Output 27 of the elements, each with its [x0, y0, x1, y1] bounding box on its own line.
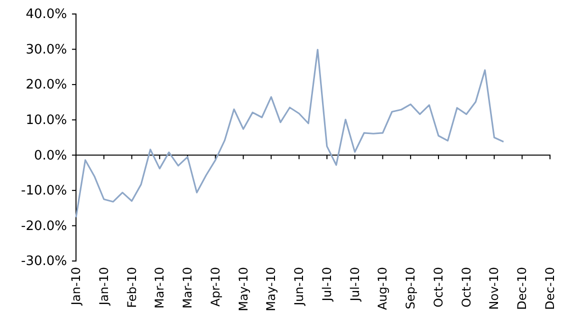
- x-tick-label: Jun-10: [292, 267, 306, 306]
- y-tick-label: -30.0%: [21, 254, 67, 270]
- x-tick-label: Jul-10: [348, 267, 362, 302]
- x-tick-label: Aug-10: [376, 267, 390, 310]
- x-tick-label: Oct-10: [459, 267, 474, 308]
- x-tick-label: May-10: [264, 267, 278, 312]
- x-tick-label: Jan-10: [96, 267, 111, 306]
- x-tick-label: Mar-10: [180, 267, 195, 308]
- x-tick-label: Nov-10: [487, 267, 502, 310]
- x-tick-label: Jan-10: [69, 267, 83, 306]
- x-tick-label: Dec-10: [543, 267, 557, 310]
- x-tick-label: Sep-10: [404, 267, 418, 310]
- x-tick-label: Jul-10: [320, 267, 334, 302]
- y-tick-label: 30.0%: [26, 42, 67, 58]
- x-tick-label: Mar-10: [152, 267, 167, 308]
- x-tick-label: Apr-10: [208, 267, 222, 307]
- y-tick-label: 40.0%: [26, 7, 67, 22]
- x-tick-label: Dec-10: [515, 267, 530, 310]
- x-tick-label: Oct-10: [431, 267, 446, 308]
- y-tick-label: 10.0%: [26, 113, 67, 128]
- y-tick-label: 0.0%: [34, 148, 67, 164]
- x-tick-label: Feb-10: [124, 267, 139, 308]
- y-tick-label: -10.0%: [21, 184, 67, 199]
- x-tick-label: May-10: [236, 267, 250, 312]
- y-tick-label: -20.0%: [21, 218, 67, 234]
- y-tick-label: 20.0%: [26, 78, 67, 93]
- line-series: [75, 48, 504, 218]
